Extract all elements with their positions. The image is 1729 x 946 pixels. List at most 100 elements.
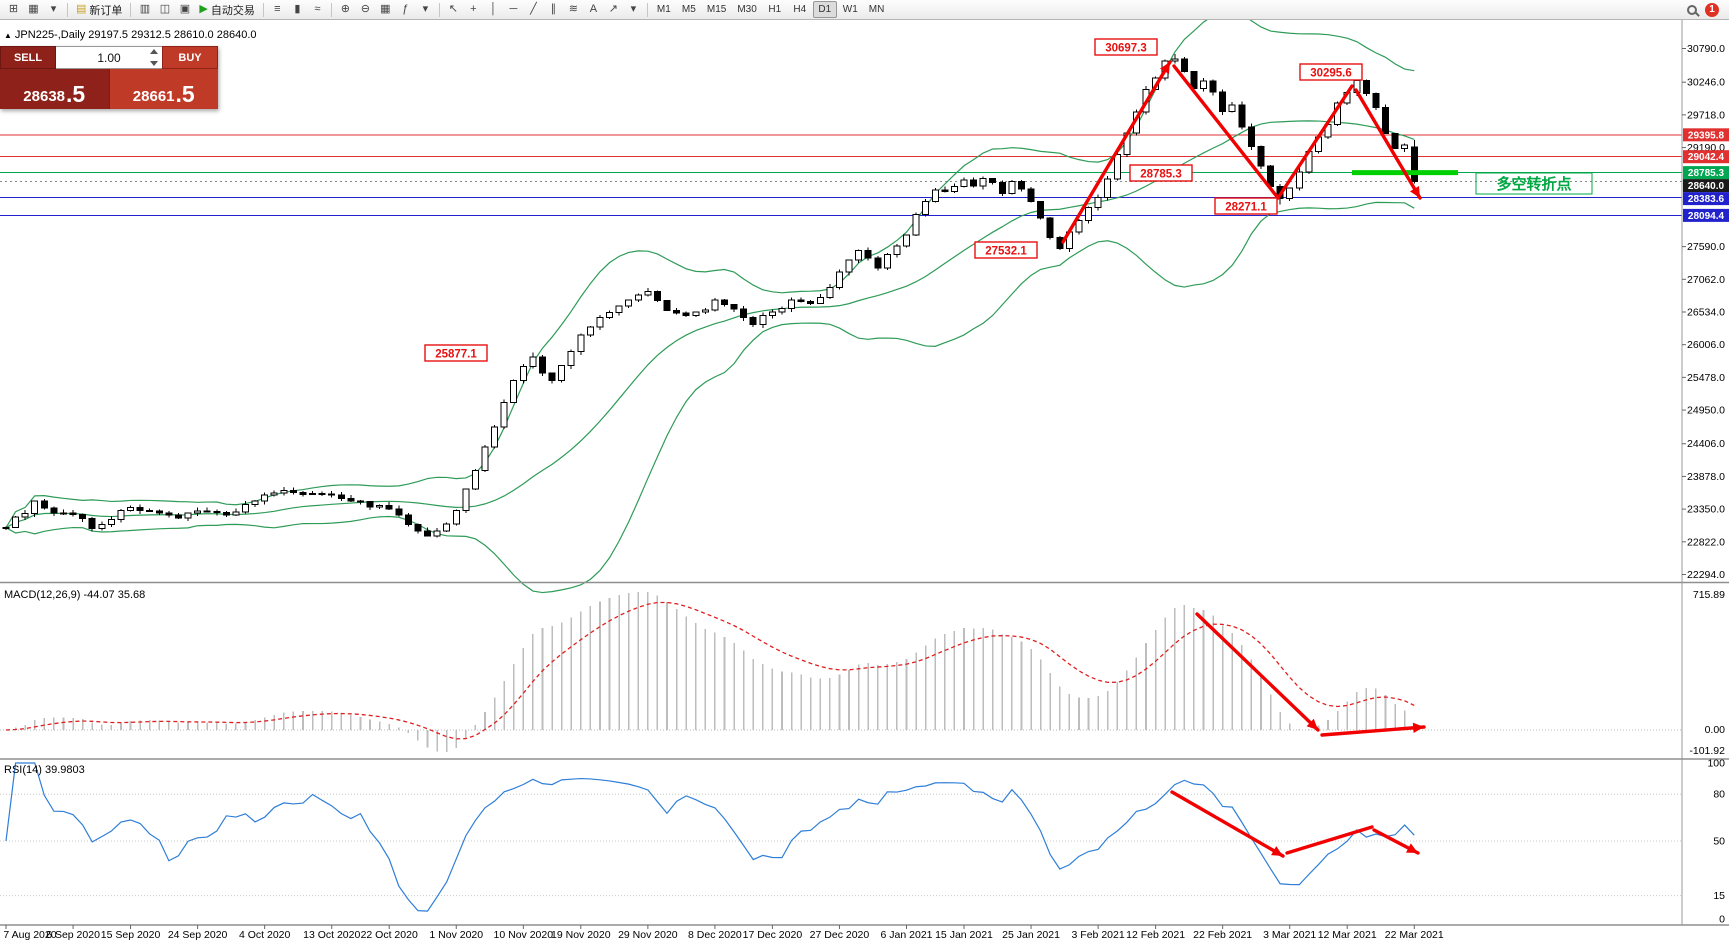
timeframe-d1[interactable]: D1 — [812, 1, 837, 18]
indicators-dropdown-icon[interactable]: ▾ — [416, 1, 435, 18]
trend-arrow-rsi-1[interactable] — [1285, 825, 1374, 855]
tile-windows-icon[interactable]: ▦ — [376, 1, 395, 18]
support-line-1-badge[interactable] — [1683, 192, 1729, 206]
indicator-panels — [0, 592, 1682, 912]
candle-body — [634, 294, 642, 301]
candle-body — [146, 509, 154, 512]
arrows-icon[interactable]: ↗ — [604, 1, 623, 18]
macd-signal-line[interactable] — [5, 601, 1415, 740]
trend-arrow-main-1[interactable] — [1172, 64, 1280, 200]
candle-body — [807, 301, 815, 304]
autotrade-button: ▶ — [199, 3, 208, 15]
line-chart-icon[interactable]: ≈ — [308, 1, 327, 18]
trendline-icon[interactable]: ╱ — [524, 1, 543, 18]
new-order-button[interactable]: ▤ 新订单 — [72, 1, 126, 18]
candle-body — [519, 366, 527, 381]
channel-icon[interactable]: ∥ — [544, 1, 563, 18]
rsi-line[interactable] — [5, 762, 1415, 912]
search-icon[interactable] — [1687, 4, 1697, 15]
resistance-line-2-badge[interactable] — [1683, 150, 1729, 164]
buy-button[interactable]: BUY — [162, 46, 218, 69]
spinner-up-icon[interactable] — [150, 49, 158, 54]
candle-body — [366, 501, 374, 508]
rsi-axis-label: 15 — [1713, 890, 1725, 902]
time-axis-label: 8 Dec 2020 — [688, 929, 742, 941]
profiles-dropdown-icon[interactable]: ▾ — [44, 1, 63, 18]
resistance-line-1-badge[interactable] — [1683, 128, 1729, 142]
volume-spinner[interactable] — [148, 49, 160, 66]
trend-arrow-macd-0[interactable] — [1195, 612, 1320, 732]
candle-body — [1085, 207, 1093, 222]
autotrade-button[interactable]: ▶ 自动交易 — [195, 1, 258, 18]
indicators-icon[interactable]: ƒ — [396, 1, 415, 18]
price-callout-box[interactable] — [1214, 197, 1278, 215]
trend-arrow-macd-1[interactable] — [1320, 725, 1426, 737]
trend-arrow-rsi-0-head — [1271, 846, 1283, 856]
zoom-in-icon: ⊕ — [340, 3, 350, 15]
candle-body — [88, 518, 96, 529]
candle-body — [347, 497, 355, 502]
candle-body — [1391, 133, 1399, 150]
timeframe-m30[interactable]: M30 — [737, 4, 757, 15]
candlestick-chart-icon[interactable]: ▮ — [288, 1, 307, 18]
crosshair-icon[interactable]: + — [464, 1, 483, 18]
timeframe-m5[interactable]: M5 — [681, 4, 696, 15]
trend-arrow-main-0[interactable] — [1061, 60, 1172, 244]
trend-arrow-main-2[interactable] — [1276, 84, 1354, 200]
vertical-line-icon[interactable]: │ — [484, 1, 503, 18]
data-window-icon[interactable]: ◫ — [155, 1, 174, 18]
price-callout-box[interactable] — [1299, 63, 1363, 81]
last-price-line-badge[interactable] — [1683, 179, 1729, 193]
trend-arrow-rsi-0[interactable] — [1170, 790, 1285, 858]
zoom-in-icon[interactable]: ⊕ — [336, 1, 355, 18]
crosshair-icon: + — [470, 3, 477, 15]
price-callout-box[interactable] — [1129, 164, 1193, 182]
timeframe-h4[interactable]: H4 — [793, 4, 807, 15]
spinner-down-icon[interactable] — [150, 61, 158, 66]
candle-body — [567, 351, 575, 366]
chart-profiles-icon[interactable]: ▦ — [24, 1, 43, 18]
navigator-icon[interactable]: ▣ — [175, 1, 194, 18]
support-line-2-badge[interactable] — [1683, 208, 1729, 222]
price-callout-box[interactable] — [974, 241, 1038, 259]
timeframe-w1[interactable]: W1 — [842, 4, 858, 15]
timeframe-mn[interactable]: MN — [868, 4, 885, 15]
candle-body — [1190, 71, 1198, 89]
pivot-green-line-badge[interactable] — [1683, 166, 1729, 180]
timeframe-m1[interactable]: M1 — [656, 4, 671, 15]
objects-dropdown-icon[interactable]: ▾ — [624, 1, 643, 18]
trend-arrow-main-3[interactable] — [1354, 88, 1422, 200]
horizontal-line-icon: ─ — [509, 3, 518, 15]
timeframe-m15[interactable]: M15 — [706, 4, 727, 15]
arrows-icon: ↗ — [608, 3, 618, 15]
timeframe-h1[interactable]: H1 — [768, 4, 782, 15]
candle-body — [21, 513, 29, 518]
horizontal-line-icon[interactable]: ─ — [504, 1, 523, 18]
price-callout-box[interactable] — [424, 344, 488, 362]
volume-field[interactable]: 1.00 — [56, 46, 162, 69]
candle-body — [462, 488, 470, 511]
chart-shift-icon: ▲ — [4, 31, 12, 40]
market-watch-icon[interactable]: ▥ — [135, 1, 154, 18]
sell-price[interactable]: 28638.5 — [0, 69, 109, 109]
time-axis-label: 17 Dec 2020 — [743, 929, 803, 941]
cursor-icon[interactable]: ↖ — [444, 1, 463, 18]
bollinger-lower-band[interactable] — [5, 201, 1415, 594]
candle-body — [1238, 104, 1246, 128]
price-chart: 30697.3 30295.6 28785.3 28271.1 27532.1 25877… — [0, 20, 1729, 941]
zoom-out-icon[interactable]: ⊖ — [356, 1, 375, 18]
sell-button[interactable]: SELL — [0, 46, 56, 69]
candlestick-chart-icon: ▮ — [294, 3, 301, 15]
candle-body — [730, 303, 738, 310]
buy-price[interactable]: 28661.5 — [108, 69, 218, 109]
turn-point-label-box[interactable] — [1475, 172, 1593, 195]
fibonacci-icon[interactable]: ≋ — [564, 1, 583, 18]
text-label-icon[interactable]: A — [584, 1, 603, 18]
notification-badge[interactable]: 1 — [1705, 2, 1719, 17]
candle-body — [673, 309, 681, 314]
price-callout-box[interactable] — [1094, 38, 1158, 56]
bollinger-upper-band[interactable] — [5, 20, 1415, 529]
bar-chart-icon[interactable]: ≡ — [268, 1, 287, 18]
time-axis-label: 3 Feb 2021 — [1072, 929, 1125, 941]
new-chart-icon[interactable]: ⊞ — [4, 1, 23, 18]
